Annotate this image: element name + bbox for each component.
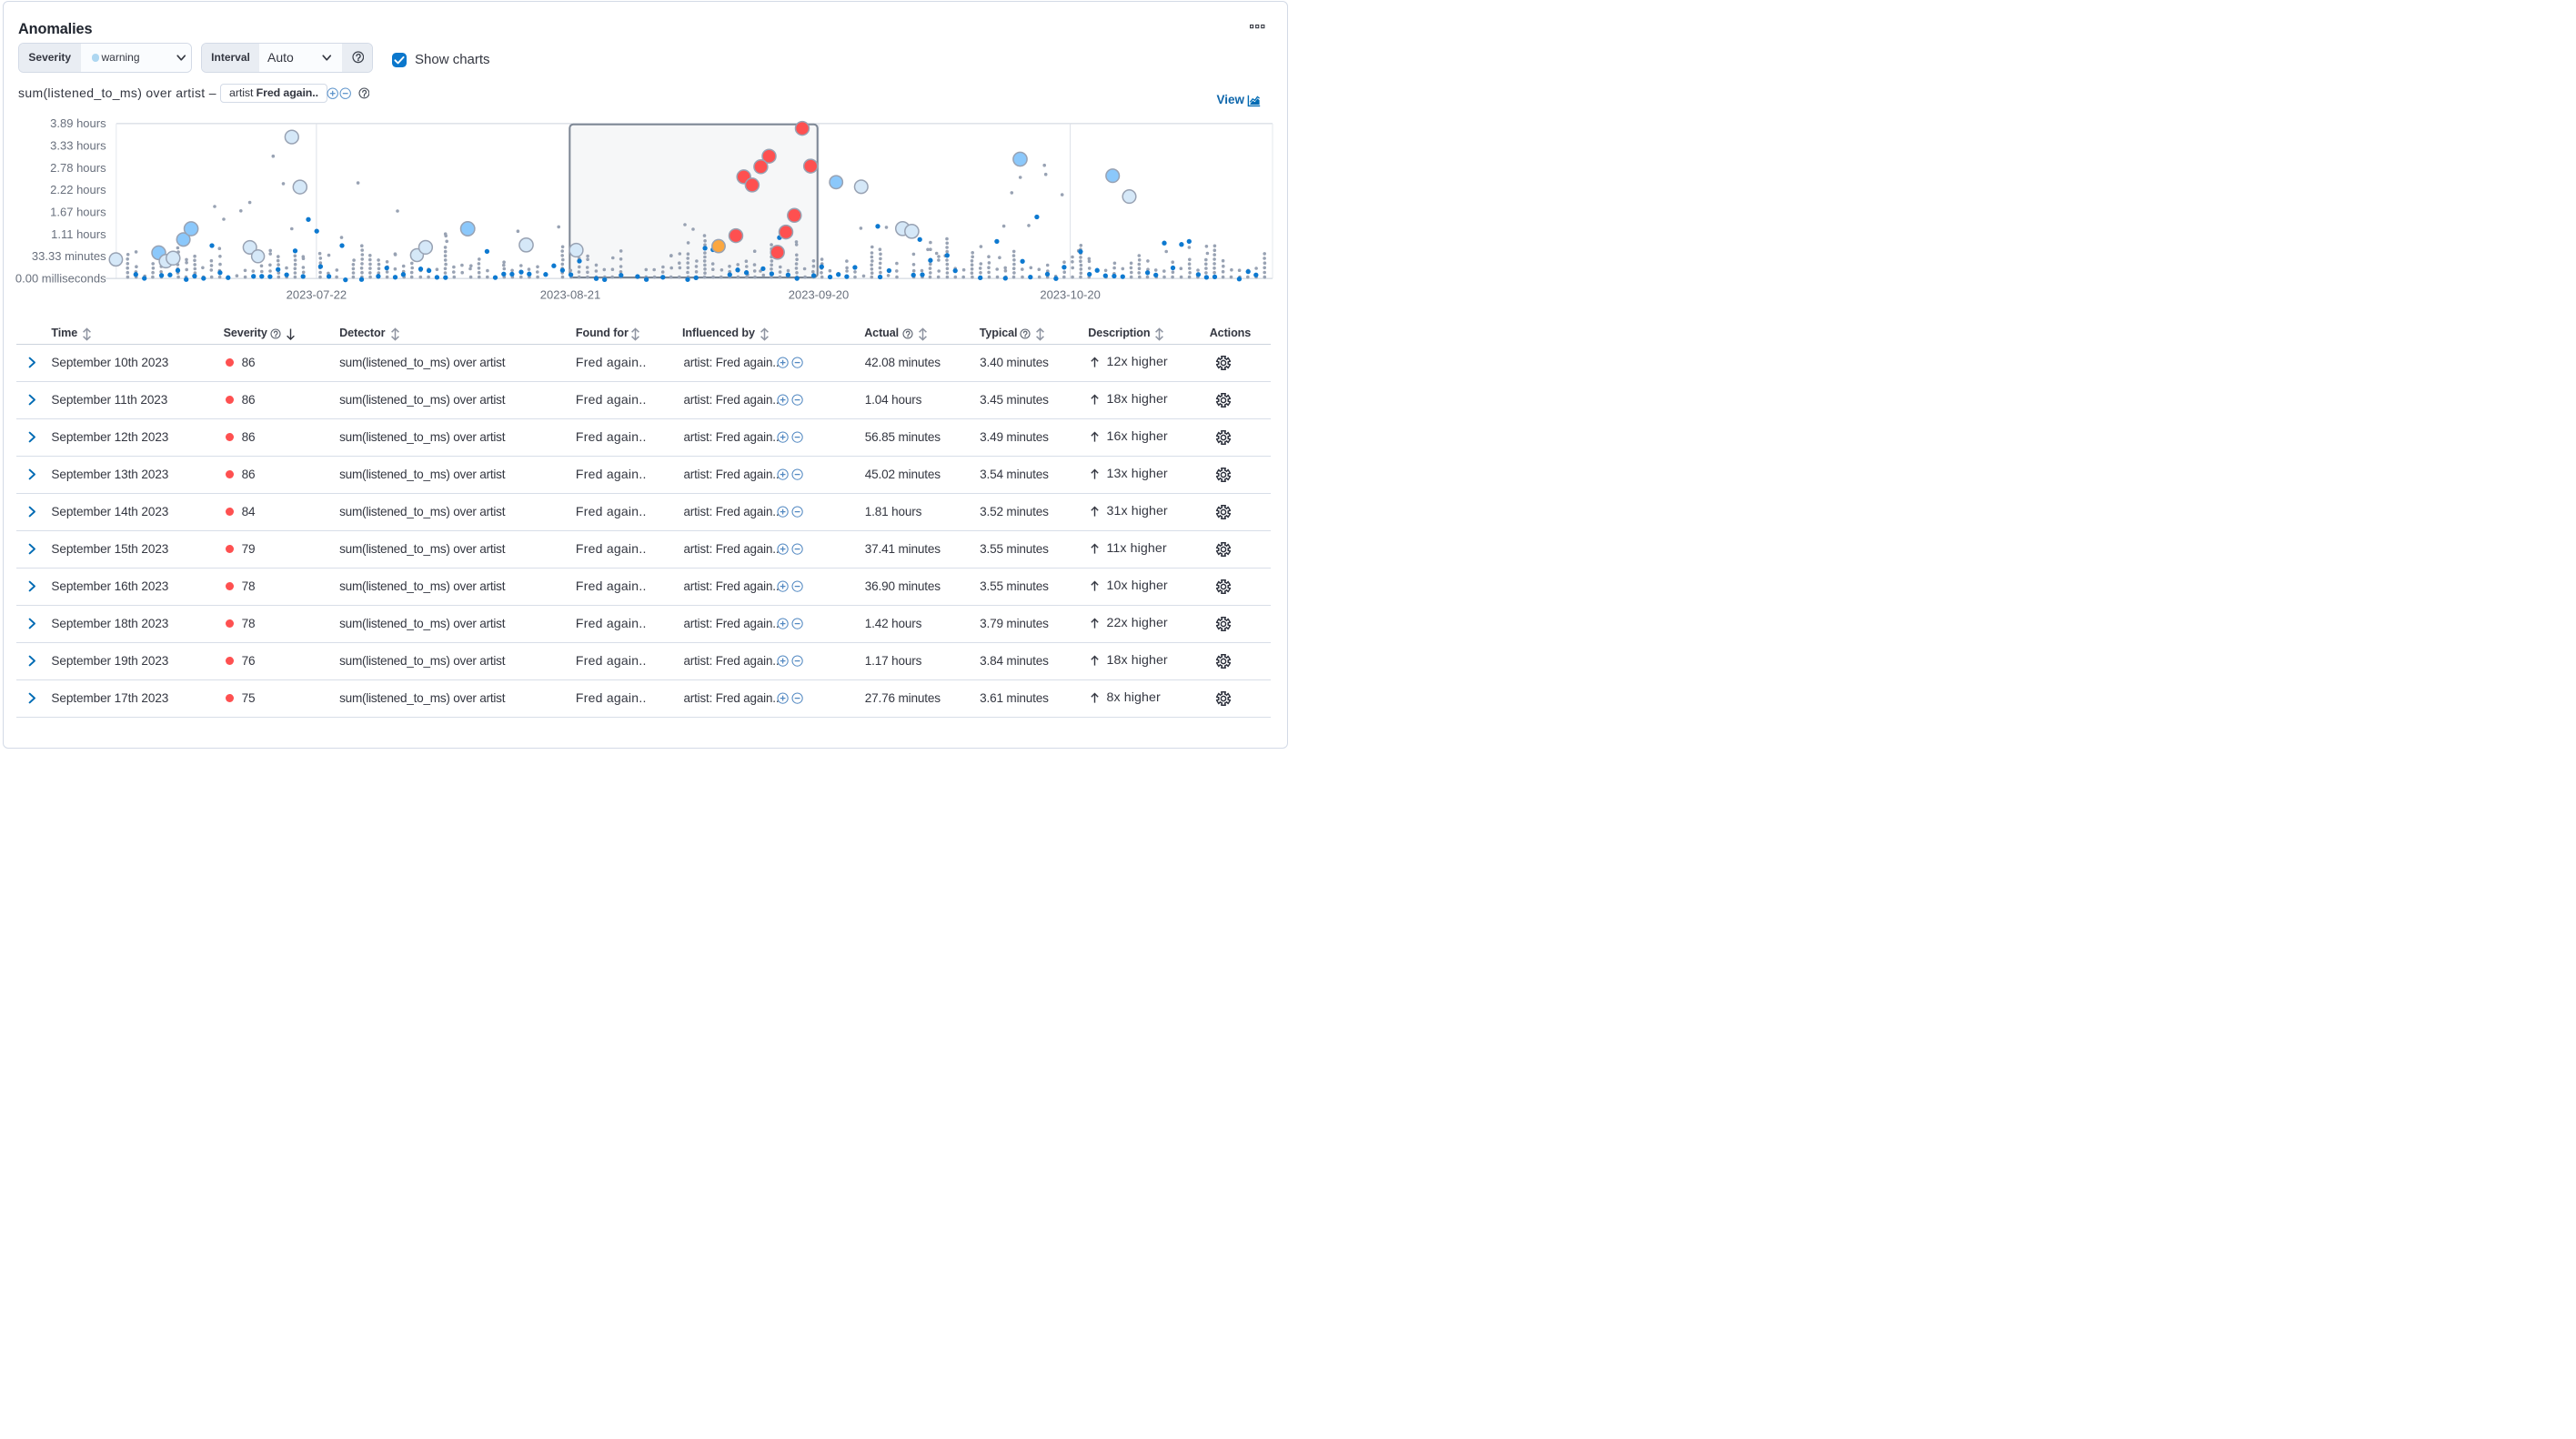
- svg-text:2023-09-20: 2023-09-20: [789, 288, 850, 302]
- svg-text:2023-08-21: 2023-08-21: [540, 288, 601, 302]
- svg-text:3.89 hours: 3.89 hours: [50, 116, 106, 130]
- svg-text:2023-10-20: 2023-10-20: [1040, 288, 1101, 302]
- svg-text:2023-07-22: 2023-07-22: [287, 288, 347, 302]
- svg-text:1.11 hours: 1.11 hours: [51, 227, 106, 241]
- svg-text:1.67 hours: 1.67 hours: [50, 206, 106, 219]
- svg-text:33.33 minutes: 33.33 minutes: [32, 249, 106, 263]
- svg-text:2.78 hours: 2.78 hours: [50, 161, 106, 175]
- svg-text:2.22 hours: 2.22 hours: [50, 183, 106, 196]
- svg-text:3.33 hours: 3.33 hours: [50, 139, 106, 153]
- svg-text:0.00 milliseconds: 0.00 milliseconds: [15, 271, 106, 285]
